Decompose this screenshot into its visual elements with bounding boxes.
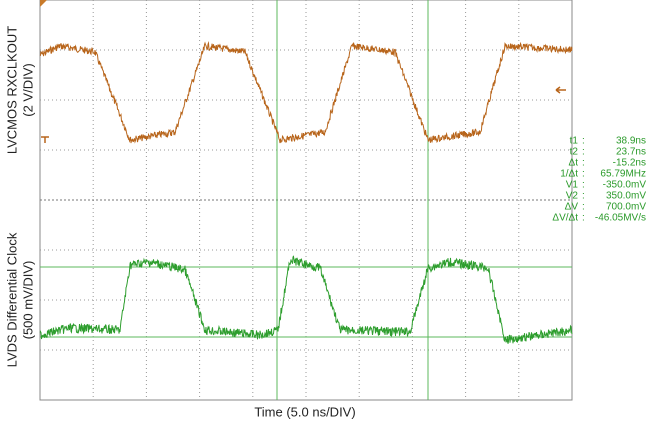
readout-value: 700.0mV — [606, 202, 646, 213]
readout-value: 350.0mV — [606, 191, 646, 202]
readout-value: -350.0mV — [603, 180, 647, 191]
readout-label: ΔV — [565, 202, 579, 213]
readout-colon: : — [582, 202, 585, 213]
readout-label: t1 — [570, 136, 579, 147]
waveform-ch2 — [39, 255, 573, 344]
readout-value: -46.05MV/s — [595, 213, 646, 224]
readout-colon: : — [582, 147, 585, 158]
readout-value: -15.2ns — [613, 158, 646, 169]
readout-colon: : — [582, 136, 585, 147]
readout-value: 38.9ns — [616, 136, 646, 147]
readout-colon: : — [582, 191, 585, 202]
readout-label: Δt — [569, 158, 579, 169]
cursor-readout: t1: 38.9ns t2: 23.7ns Δt: -15.2ns 1/Δt: 65.79MH… — [552, 136, 646, 224]
readout-colon: : — [582, 158, 585, 169]
trigger-marker — [40, 0, 47, 7]
readout-value: 65.79MHz — [600, 169, 646, 180]
readout-label: ΔV/Δt — [552, 213, 578, 224]
readout-colon: : — [582, 180, 585, 191]
channel-name: LVCMOS RXCLKOUT — [4, 26, 19, 154]
readout-value: 23.7ns — [616, 147, 646, 158]
x-axis-label: Time (5.0 ns/DIV) — [254, 404, 355, 419]
channel-scale: (2 V/DIV) — [20, 63, 35, 116]
readout-colon: : — [582, 169, 585, 180]
readout-label: t2 — [570, 147, 579, 158]
readout-label: V2 — [566, 191, 579, 202]
readout-colon: : — [582, 213, 585, 224]
channel-name: LVDS Differential Clock — [4, 232, 19, 367]
ref-marker — [41, 136, 49, 143]
channel-scale: (500 mV/DIV) — [20, 261, 35, 340]
readout-label: V1 — [566, 180, 579, 191]
level-marker — [555, 86, 566, 94]
readout-label: 1/Δt — [560, 169, 578, 180]
waveform-ch1 — [39, 41, 573, 144]
